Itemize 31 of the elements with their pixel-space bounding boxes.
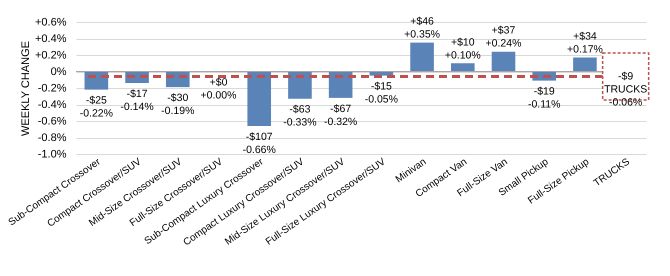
bar [288, 72, 312, 99]
data-label: +$37 +0.24% [486, 24, 522, 50]
data-label: -$67 -0.32% [324, 102, 358, 128]
data-label: +$0 +0.00% [200, 76, 236, 102]
data-label: -$63 -0.33% [283, 104, 317, 129]
bar [450, 63, 475, 72]
y-tick-label: -0.6% [38, 116, 67, 128]
bar [492, 52, 516, 72]
data-label: +$46 +0.35% [404, 16, 440, 41]
data-label: -$25 -0.22% [80, 94, 113, 120]
data-label: -$19 -0.11% [528, 86, 560, 111]
y-tick-label: 0% [50, 66, 67, 78]
data-label: -$17 -0.14% [120, 88, 154, 114]
y-tick-label: -0.4% [38, 99, 67, 111]
data-label: -$107 -0.66% [242, 130, 276, 156]
bar [328, 72, 352, 98]
y-tick-label: +0.6% [35, 16, 67, 28]
y-axis-title: WEEKLY CHANGE [20, 41, 32, 136]
data-label: +$10 +0.10% [444, 36, 481, 62]
ref-line-label: -$9 TRUCKS -0.06% [604, 70, 648, 108]
data-label: -$30 -0.19% [161, 92, 194, 118]
y-tick-label: +0.4% [35, 33, 67, 45]
data-label: -$15 -0.05% [364, 80, 398, 106]
y-tick-label: +0.2% [35, 50, 67, 62]
data-label: +$34 +0.17% [566, 30, 603, 56]
y-tick-label: -0.8% [38, 132, 67, 144]
y-tick-label: -0.2% [38, 82, 67, 94]
bar [573, 57, 597, 72]
y-tick-label: -1.0% [38, 148, 67, 160]
bar [410, 42, 434, 72]
bar [247, 72, 272, 126]
